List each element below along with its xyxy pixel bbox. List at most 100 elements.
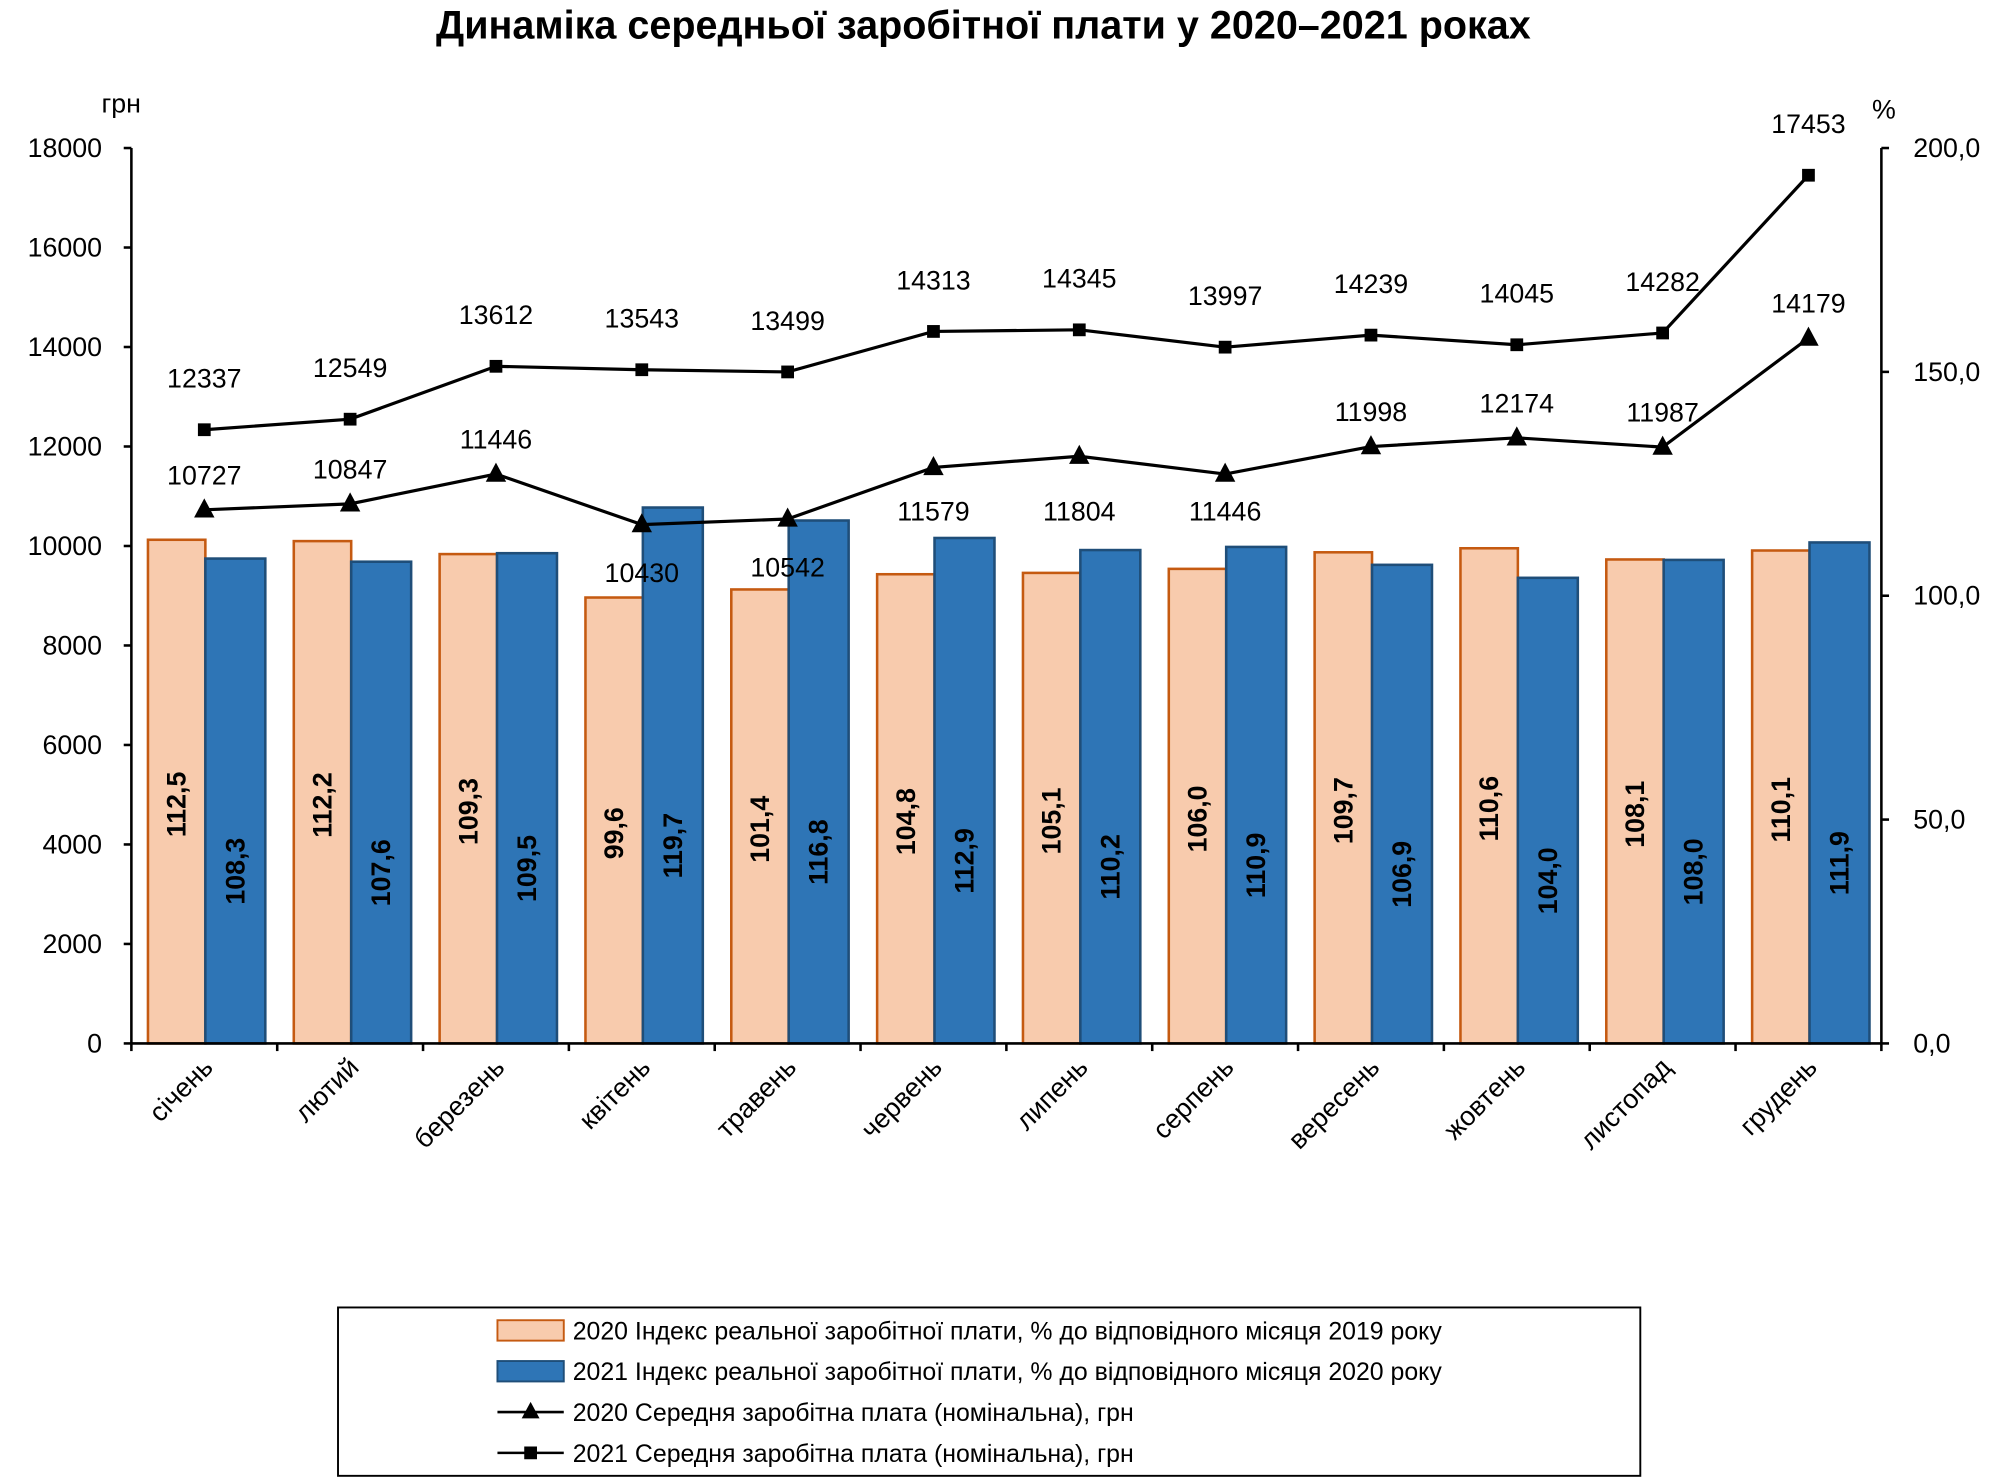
data-label: 11998 (1335, 397, 1407, 427)
data-label: 13997 (1188, 281, 1262, 311)
marker-triangle (194, 498, 215, 518)
data-label: 11446 (460, 425, 532, 455)
data-label: 11804 (1043, 496, 1116, 526)
data-label: 14345 (1042, 264, 1116, 294)
x-tick-label: грудень (1734, 1052, 1823, 1141)
bar-label: 110,1 (1766, 777, 1796, 843)
marker-square (1656, 326, 1670, 340)
data-label: 13612 (459, 300, 533, 330)
data-label: 10847 (313, 454, 387, 484)
bar-label: 112,5 (162, 771, 192, 837)
data-label: 11579 (897, 496, 969, 526)
y-left-tick-label: 8000 (42, 630, 102, 660)
x-tick-label: вересень (1282, 1052, 1385, 1155)
x-tick-label: лютий (289, 1052, 365, 1128)
y-left-unit: грн (101, 88, 140, 118)
y-left-tick-label: 6000 (42, 730, 102, 760)
bar-2021 (1224, 545, 1288, 1045)
x-tick-label: квітень (573, 1052, 656, 1135)
bar-label: 107,6 (366, 839, 396, 906)
x-tick-label: січень (143, 1052, 219, 1128)
legend-swatch (496, 1319, 565, 1342)
marker-triangle (777, 507, 798, 527)
bar-label: 101,4 (745, 796, 775, 863)
marker-triangle (1069, 444, 1090, 464)
bar-label: 104,8 (891, 788, 921, 855)
data-label: 12337 (167, 364, 241, 394)
x-tick-label: жовтень (1438, 1052, 1531, 1145)
data-label: 14239 (1334, 269, 1408, 299)
bar-2021 (1662, 558, 1725, 1045)
bar-2020 (1459, 546, 1520, 1045)
bar-2021 (787, 519, 850, 1045)
bar-2021 (933, 536, 996, 1045)
bar-2021 (204, 557, 267, 1045)
x-tick-label: травень (710, 1052, 802, 1144)
y-right-tick-label: 50,0 (1913, 805, 1965, 835)
data-label: 10727 (167, 460, 241, 490)
data-label: 12174 (1480, 388, 1555, 418)
data-label: 13543 (605, 304, 679, 334)
bar-label: 108,3 (220, 838, 250, 905)
bar-2020 (292, 539, 353, 1045)
line-2020 (204, 336, 1810, 527)
y-left-tick-label: 12000 (28, 431, 102, 461)
data-label: 10430 (605, 558, 679, 588)
y-right-tick-label: 200,0 (1913, 133, 1980, 163)
marker-square (927, 325, 940, 338)
marker-triangle (485, 462, 507, 482)
bar-2021 (1516, 576, 1580, 1045)
legend-label: 2020 Індекс реальної заробітної плати, %… (573, 1317, 1443, 1345)
marker-square (635, 363, 649, 377)
bar-2021 (1808, 541, 1871, 1045)
data-label: 13499 (750, 306, 824, 336)
y-right-tick-label: 0,0 (1913, 1028, 1950, 1058)
bar-label: 119,7 (658, 813, 688, 879)
bar-label: 112,9 (949, 828, 979, 894)
legend-label: 2020 Середня заробітна плата (номінальна… (573, 1399, 1134, 1427)
marker-triangle (631, 513, 652, 533)
bar-label: 108,0 (1679, 838, 1709, 905)
chart-title: Динаміка середньої заробітної плати у 20… (436, 3, 1531, 47)
data-label: 17453 (1771, 109, 1845, 139)
y-left-tick-label: 10000 (28, 531, 102, 561)
x-tick-label: березень (408, 1052, 510, 1154)
marker-square (343, 412, 357, 426)
bar-label: 106,0 (1182, 785, 1212, 852)
marker-square (1364, 328, 1378, 342)
marker-square (1072, 323, 1086, 337)
y-right-unit: % (1872, 95, 1896, 125)
marker-square (197, 423, 211, 437)
data-label: 12549 (313, 353, 387, 383)
marker-triangle (1214, 462, 1236, 482)
bar-label: 110,2 (1095, 834, 1125, 900)
bar-2021 (1079, 548, 1142, 1045)
bar-2020 (875, 572, 936, 1045)
marker-square (1218, 340, 1232, 354)
bar-2021 (1370, 563, 1434, 1045)
marker-square (781, 365, 795, 379)
marker-square (1510, 338, 1524, 352)
y-left-tick-label: 2000 (42, 929, 102, 959)
legend-marker-triangle (521, 1401, 540, 1419)
data-label: 11446 (1189, 496, 1261, 526)
legend-marker-square (524, 1446, 537, 1460)
bar-label: 110,9 (1241, 833, 1271, 899)
legend: 2020 Індекс реальної заробітної плати, %… (337, 1306, 1642, 1477)
legend-label: 2021 Індекс реальної заробітної плати, %… (573, 1358, 1443, 1386)
y-left-tick-label: 18000 (28, 133, 102, 163)
bar-2020 (1750, 549, 1811, 1045)
x-tick-label: серпень (1147, 1052, 1240, 1145)
marker-triangle (923, 455, 944, 476)
y-right-tick-label: 150,0 (1913, 357, 1980, 387)
bar-2021 (349, 560, 413, 1045)
bar-label: 116,8 (804, 819, 834, 885)
bar-2020 (146, 538, 207, 1045)
y-right-tick-label: 100,0 (1913, 581, 1980, 611)
bar-label: 109,7 (1328, 777, 1358, 844)
y-left-tick-label: 0 (87, 1028, 102, 1058)
bar-label: 99,6 (599, 807, 629, 859)
y-left-tick-label: 14000 (28, 332, 102, 362)
data-label: 11987 (1626, 398, 1698, 428)
